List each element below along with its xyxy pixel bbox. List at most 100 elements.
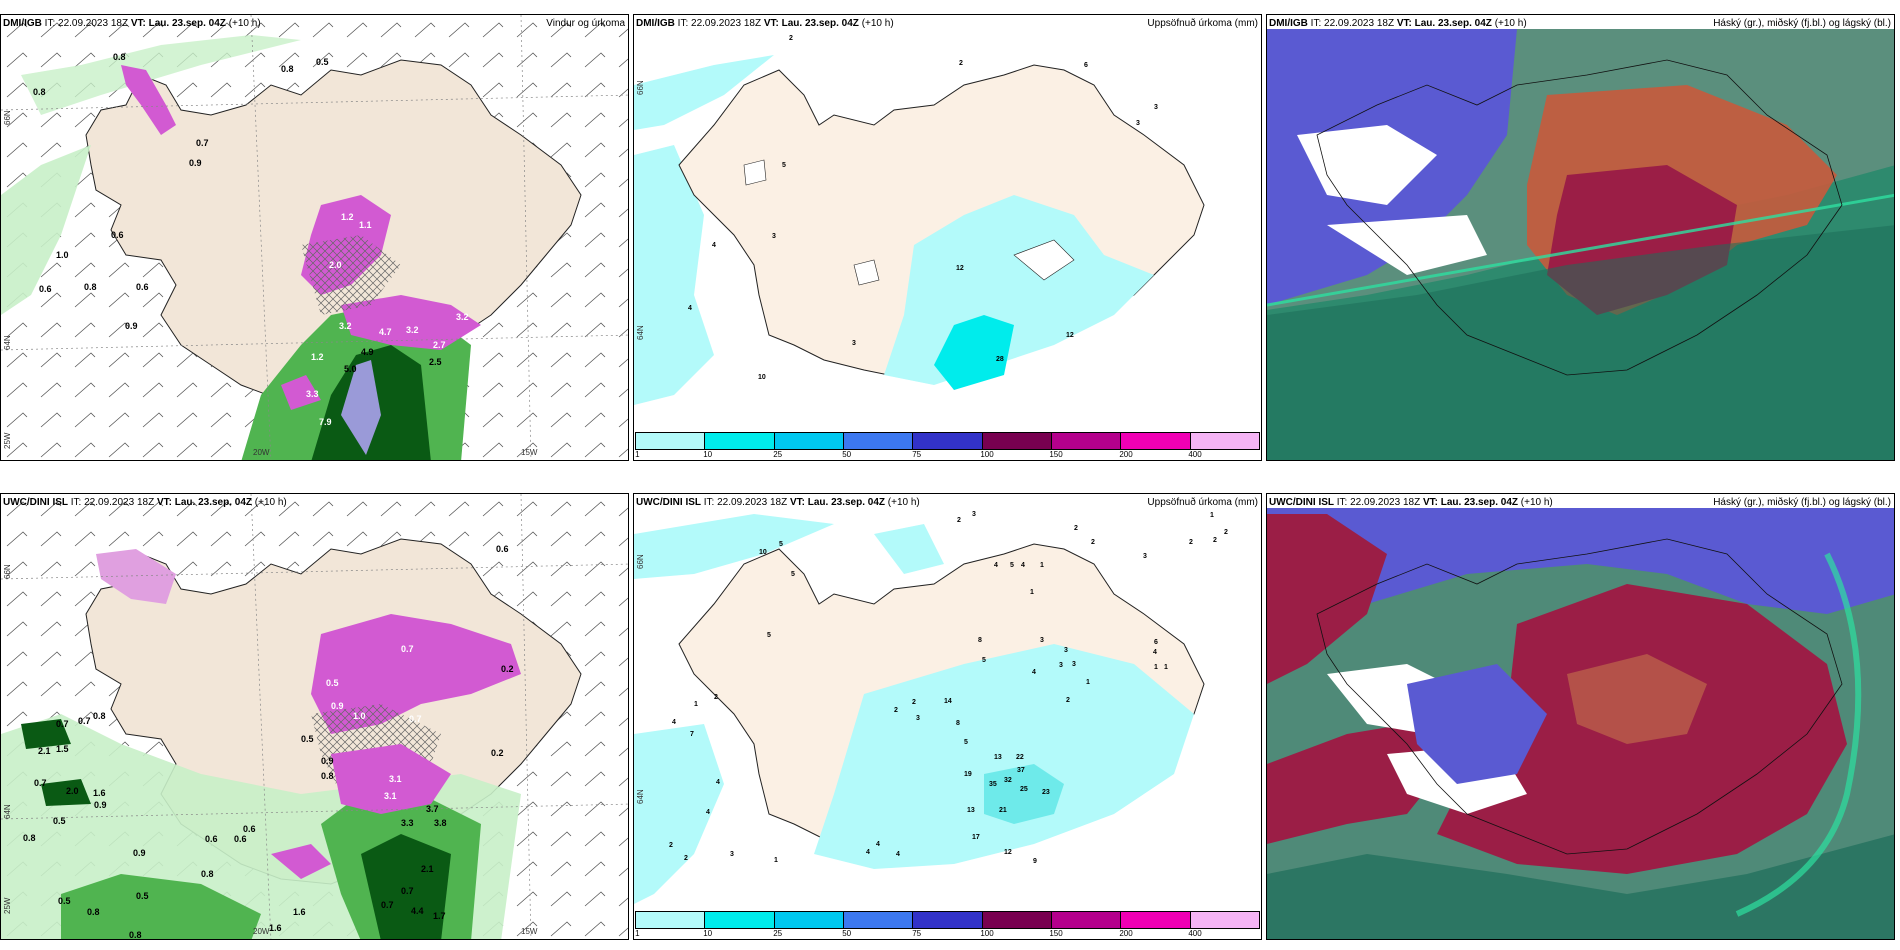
lon-label: 15W — [521, 448, 538, 457]
colorbar-label: 75 — [912, 929, 922, 938]
accum-value: 12 — [1004, 849, 1012, 856]
precip-value: 1.0 — [56, 250, 69, 260]
panel-header: DMI/IGB IT: 22.09.2023 18Z VT: Lau. 23.s… — [3, 18, 261, 29]
accum-value: 2 — [1213, 537, 1217, 544]
colorbar-segment — [1121, 912, 1191, 928]
map-panel-wind-precip-dini: UWC/DINI ISL IT: 22.09.2023 18Z VT: Lau.… — [0, 493, 629, 940]
precip-value: 0.8 — [23, 833, 36, 843]
precip-value: 2.1 — [421, 864, 434, 874]
panel-title: Uppsöfnuð úrkoma (mm) — [1147, 18, 1258, 29]
accum-value: 35 — [989, 781, 997, 788]
precip-value: 0.8 — [87, 907, 100, 917]
precip-value: 0.7 — [401, 886, 414, 896]
accum-value: 2 — [894, 707, 898, 714]
accum-value: 22 — [1016, 754, 1024, 761]
precip-value: 0.9 — [94, 800, 107, 810]
accum-value: 10 — [758, 374, 766, 381]
colorbar-labels: 1 10 25 50 75 100 150 200 400 — [634, 450, 1261, 460]
accum-area-north-2 — [874, 524, 944, 574]
precip-value: 0.7 — [34, 778, 47, 788]
lat-label: 25W — [3, 432, 12, 449]
colorbar-label: 75 — [912, 450, 922, 459]
accum-area-south-heavy — [934, 315, 1014, 390]
precip-value: 0.7 — [401, 644, 414, 654]
accum-value: 3 — [1072, 661, 1076, 668]
low-cloud-northwest — [1267, 514, 1387, 684]
precip-area-north — [21, 35, 301, 115]
accum-area-north — [634, 514, 834, 579]
precip-value: 0.7 — [78, 716, 91, 726]
lat-label: 66N — [3, 110, 12, 125]
accum-value: 2 — [957, 517, 961, 524]
colorbar-segment — [774, 912, 844, 928]
colorbar-label: 100 — [980, 929, 994, 938]
model-name: DMI/IGB — [636, 18, 675, 29]
precip-value: 0.9 — [125, 321, 138, 331]
accum-value: 3 — [852, 340, 856, 347]
lat-label: 25W — [3, 897, 12, 914]
accum-value: 2 — [1066, 697, 1070, 704]
accum-value: 5 — [964, 739, 968, 746]
mid-cloud-central — [1407, 664, 1547, 784]
colorbar-label: 25 — [773, 450, 783, 459]
panel-title: Háský (gr.), miðský (fj.bl.) og lágský (… — [1713, 18, 1891, 29]
precip-value: 0.8 — [129, 930, 142, 940]
accum-value: 2 — [669, 842, 673, 849]
precip-value: 0.8 — [84, 282, 97, 292]
accum-precip-map: 2 2 6 3 3 5 3 4 4 10 3 12 28 12 — [634, 35, 1205, 405]
precip-value: 3.2 — [456, 312, 469, 322]
accum-value: 1 — [1154, 664, 1158, 671]
panel-header: DMI/IGB IT: 22.09.2023 18Z VT: Lau. 23.s… — [1269, 18, 1527, 29]
accum-value: 3 — [772, 233, 776, 240]
precip-value: 3.1 — [384, 791, 397, 801]
lat-label: 66N — [636, 80, 645, 95]
accum-value: 5 — [982, 657, 986, 664]
precip-value: 7.9 — [319, 417, 332, 427]
accum-value: 1 — [694, 701, 698, 708]
accum-value: 2 — [789, 35, 793, 42]
precip-value: 1.2 — [311, 352, 324, 362]
init-time: IT: 22.09.2023 18Z — [677, 18, 762, 29]
model-name: DMI/IGB — [3, 18, 42, 29]
wind-precip-map: 0.6 0.7 0.8 0.7 2.1 1.5 0.7 2.0 1.6 0.9 … — [1, 494, 628, 940]
precip-value: 0.6 — [39, 284, 52, 294]
lead-time: (+10 h) — [861, 18, 894, 29]
accum-value: 4 — [994, 562, 998, 569]
accum-value: 14 — [944, 698, 952, 705]
map-panel-clouds-dmi: DMI/IGB IT: 22.09.2023 18Z VT: Lau. 23.s… — [1266, 14, 1895, 461]
cloud-cover-map — [1267, 29, 1894, 460]
model-name: UWC/DINI ISL — [1269, 497, 1334, 508]
accum-value: 7 — [690, 731, 694, 738]
colorbar-segment — [1121, 433, 1191, 449]
accum-value: 2 — [714, 694, 718, 701]
precip-value: 3.2 — [406, 325, 419, 335]
accum-value: 8 — [978, 637, 982, 644]
valid-time: VT: Lau. 23.sep. 04Z — [130, 18, 226, 29]
accum-value: 2 — [684, 855, 688, 862]
accum-value: 8 — [956, 720, 960, 727]
panel-title: Uppsöfnuð úrkoma (mm) — [1147, 497, 1258, 508]
colorbar-label: 25 — [773, 929, 783, 938]
map-panel-wind-precip-dmi: DMI/IGB IT: 22.09.2023 18Z VT: Lau. 23.s… — [0, 14, 629, 461]
colorbar-label: 100 — [980, 450, 994, 459]
accum-value: 3 — [1143, 553, 1147, 560]
colorbar-segment — [982, 433, 1052, 449]
precip-value: 0.8 — [93, 711, 106, 721]
precip-value: 1.1 — [359, 220, 372, 230]
accum-area-north — [634, 55, 774, 130]
precip-value: 1.6 — [269, 923, 282, 933]
accum-value: 17 — [972, 834, 980, 841]
accum-value: 13 — [994, 754, 1002, 761]
precip-value: 0.7 — [196, 138, 209, 148]
wind-precip-map: 0.8 0.5 0.8 0.8 0.7 0.9 0.6 1.0 0.6 0.8 … — [1, 15, 628, 460]
precip-value: 0.7 — [409, 714, 422, 724]
precip-value: 0.5 — [316, 57, 329, 67]
model-name: UWC/DINI ISL — [636, 497, 701, 508]
accum-value: 12 — [1066, 332, 1074, 339]
precip-value: 0.2 — [491, 748, 504, 758]
colorbar-label: 200 — [1119, 450, 1133, 459]
accum-value: 3 — [1064, 647, 1068, 654]
iceland-coastline — [1316, 59, 1843, 376]
accum-value: 4 — [688, 305, 692, 312]
init-time: IT: 22.09.2023 18Z — [70, 497, 155, 508]
